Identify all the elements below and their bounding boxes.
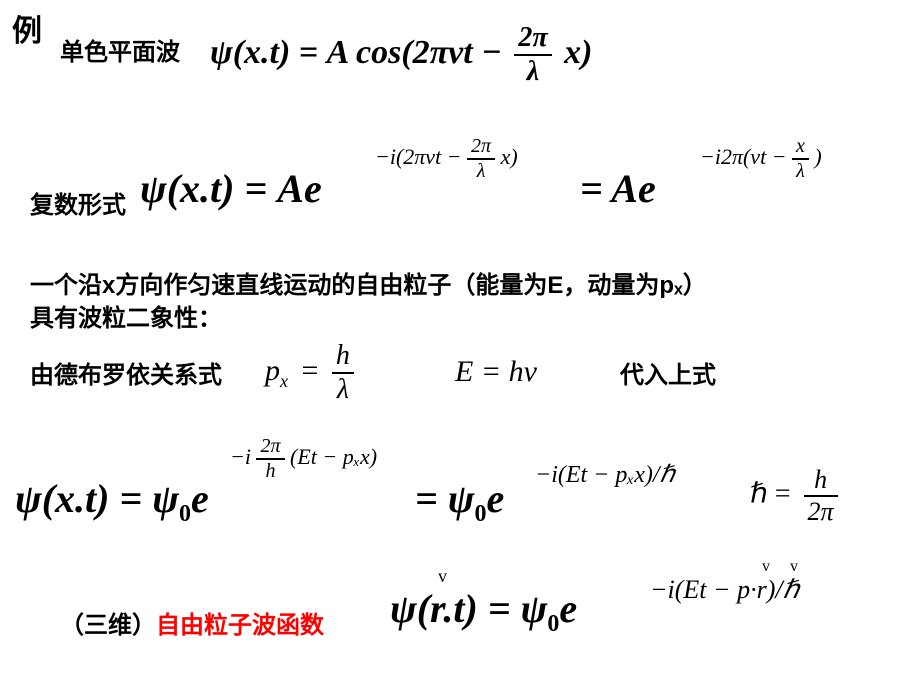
eq5-mid: = ψ0e [415, 475, 504, 528]
label-3d: （三维）自由粒子波函数 [60, 605, 324, 640]
eq1-frac: 2π λ [514, 22, 551, 88]
eq2-exp1-pre: −i(2πνt − [375, 144, 462, 169]
vec-p-arrow: v [762, 558, 770, 576]
eq2-exp2-post: ) [814, 144, 821, 169]
label-3d-pre: （三维） [60, 612, 156, 639]
eq5-hbar-frac: h 2π [804, 465, 838, 527]
eq5-exp1: −i 2π h (Et − pₓx) [230, 435, 377, 483]
eq4-frac: h λ [332, 340, 354, 406]
eq2-exp2-den: λ [792, 160, 809, 183]
eq2-exp2: −i2π(νt − x λ ) [700, 135, 822, 183]
eq6-exp: −i(Et − p·r)/ℏ [650, 575, 799, 605]
eq2-exp1-num: 2π [467, 135, 495, 160]
eq4-eq: = [302, 354, 319, 387]
label-substitute: 代入上式 [620, 355, 716, 390]
line3: 一个沿x方向作匀速直线运动的自由粒子（能量为E，动量为pₓ） [30, 265, 707, 300]
eq5-exp1-num: 2π [256, 435, 284, 460]
eq1-frac-num: 2π [514, 22, 551, 56]
title: 例 [12, 6, 42, 50]
eq4-frac-den: λ [332, 374, 354, 406]
eq2-exp1-post: x) [501, 144, 518, 169]
eq1-frac-den: λ [514, 56, 551, 88]
eq2-exp1: −i(2πνt − 2π λ x) [375, 135, 518, 183]
eq5-hbar-den: 2π [804, 497, 838, 527]
eq4-e: E = hν [455, 355, 537, 389]
eq5-hbar-num: h [804, 465, 838, 497]
label-monochrome: 单色平面波 [60, 32, 180, 67]
eq5-exp1-pre: −i [230, 444, 251, 469]
eq2-exp1-frac: 2π λ [467, 135, 495, 183]
eq4-p: p [265, 354, 280, 387]
eq5-psi: ψ(x.t) = ψ [15, 476, 179, 521]
eq5-exp1-den: h [256, 460, 284, 483]
eq5-hbar-lhs: ℏ = [750, 478, 791, 509]
eq6-lhs: ψ(r.t) = ψ0e [390, 585, 577, 638]
eq5-mid-sub0: 0 [475, 501, 487, 527]
eq2-exp1-den: λ [467, 160, 495, 183]
eq5-exp2: −i(Et − pₓx)/ℏ [535, 460, 675, 489]
eq4-frac-num: h [332, 340, 354, 374]
vec-r2-arrow: v [790, 558, 798, 576]
eq1-psi: ψ(x.t) = A cos(2πνt − [210, 34, 502, 71]
eq6-e: e [559, 586, 577, 631]
eq1-lhs: ψ(x.t) = A cos(2πνt − 2π λ x) [210, 22, 592, 88]
label-debroglie: 由德布罗依关系式 [30, 355, 222, 390]
eq5-mid-eq: = ψ [415, 476, 475, 521]
eq1-rhs: x) [564, 34, 592, 71]
eq6-psi: ψ(r.t) = ψ [390, 586, 547, 631]
label-complex: 复数形式 [30, 185, 126, 220]
eq2-exp2-frac: x λ [792, 135, 809, 183]
eq2-mid: = Ae [580, 165, 656, 212]
eq5-hbar: ℏ = h 2π [750, 465, 838, 527]
eq2-lhs: ψ(x.t) = Ae [140, 165, 322, 212]
eq2-exp2-num: x [792, 135, 809, 160]
eq5-mid-e: e [487, 476, 505, 521]
eq2-exp2-pre: −i2π(νt − [700, 144, 787, 169]
eq5-sub0: 0 [179, 501, 191, 527]
eq4-px: px = h λ [265, 340, 354, 406]
eq4-px-sub: x [280, 371, 288, 391]
slide: 例 单色平面波 ψ(x.t) = A cos(2πνt − 2π λ x) 复数… [0, 0, 920, 690]
eq5-e: e [191, 476, 209, 521]
eq5-lhs: ψ(x.t) = ψ0e [15, 475, 209, 528]
line3b: 具有波粒二象性： [30, 298, 222, 333]
eq6-sub0: 0 [547, 611, 559, 637]
vec-r-arrow: v [438, 566, 447, 587]
label-3d-red: 自由粒子波函数 [156, 612, 324, 639]
eq5-exp1-frac: 2π h [256, 435, 284, 483]
eq5-exp1-post: (Et − pₓx) [290, 444, 377, 469]
